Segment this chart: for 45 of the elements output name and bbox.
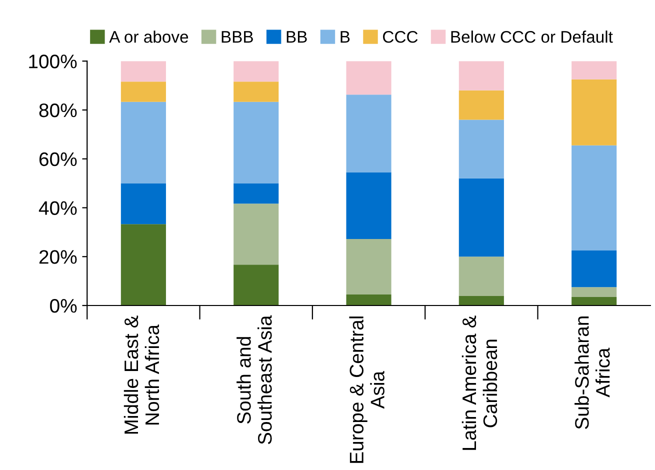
- legend-label: Below CCC or Default: [451, 30, 613, 43]
- bar: [458, 90, 504, 120]
- bar: [234, 102, 279, 184]
- y-tick-label: 100%: [29, 54, 77, 68]
- y-tick-label: 60%: [39, 152, 77, 166]
- bar: [234, 264, 279, 306]
- y-tick-label: 80%: [39, 103, 77, 118]
- bar: [120, 224, 166, 306]
- x-tick-label: South and Southeast Asia: [236, 315, 272, 444]
- bar: [234, 61, 279, 82]
- bar: [572, 145, 617, 251]
- bar: [120, 102, 166, 184]
- bar: [120, 82, 166, 102]
- bar: [234, 82, 279, 102]
- bar: [458, 256, 504, 296]
- bar: [346, 61, 392, 95]
- bar: [234, 204, 279, 265]
- y-tick-label: 40%: [38, 201, 77, 215]
- bar: [346, 294, 392, 306]
- bar: [458, 296, 504, 306]
- x-tick-label: Middle East & North Africa: [124, 316, 160, 434]
- y-tick-label: 0%: [50, 298, 77, 313]
- legend-label: CCC: [383, 31, 418, 43]
- bar: [458, 178, 504, 257]
- legend-label: BB: [286, 31, 307, 43]
- bar: [120, 183, 166, 224]
- bar: [458, 120, 504, 178]
- y-tick-label: 20%: [39, 250, 77, 264]
- bar: [572, 287, 617, 297]
- bar: [346, 172, 392, 240]
- x-tick-label: Sub-Saharan Africa: [574, 316, 610, 429]
- bar: [120, 61, 166, 82]
- x-tick-label: Latin America & Caribbean: [462, 316, 498, 450]
- bar: [572, 79, 617, 146]
- bar: [572, 250, 617, 288]
- bar: [572, 61, 617, 80]
- legend-label: A or above: [109, 30, 188, 43]
- bar: [572, 296, 617, 306]
- bar: [346, 239, 392, 294]
- legend-label: BBB: [222, 31, 253, 43]
- legend-label: B: [340, 31, 350, 43]
- x-tick-label: Europe & Central Asia: [349, 316, 384, 463]
- bar: [346, 94, 392, 172]
- bar: [458, 61, 504, 90]
- bar: [234, 183, 279, 204]
